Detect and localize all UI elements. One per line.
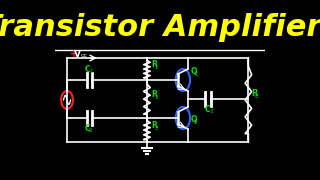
Text: Q: Q: [191, 115, 197, 124]
Text: C: C: [205, 105, 211, 114]
Text: 1: 1: [154, 65, 158, 70]
Text: R: R: [151, 90, 157, 99]
Text: cc: cc: [80, 53, 87, 58]
Text: +: +: [70, 49, 78, 59]
Text: 3: 3: [209, 109, 213, 114]
Text: 2: 2: [194, 120, 197, 125]
Text: C: C: [84, 65, 90, 74]
Text: L: L: [254, 94, 258, 99]
Text: Q: Q: [191, 67, 197, 76]
Text: R: R: [151, 121, 157, 130]
Text: Transistor Amplifiers: Transistor Amplifiers: [0, 12, 320, 42]
Text: V: V: [74, 50, 81, 59]
Text: 2: 2: [89, 128, 92, 133]
Text: 1: 1: [154, 95, 158, 100]
Text: 3: 3: [154, 126, 158, 131]
Text: R: R: [251, 89, 258, 98]
Text: C: C: [84, 124, 90, 133]
Text: 1: 1: [89, 69, 92, 74]
Text: 1: 1: [194, 71, 197, 76]
Text: R: R: [151, 60, 157, 69]
